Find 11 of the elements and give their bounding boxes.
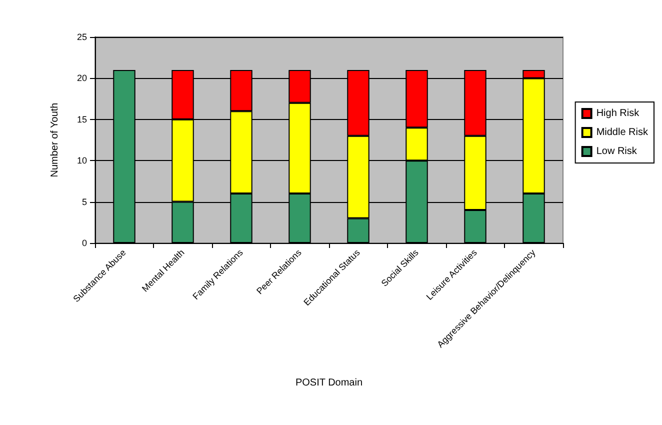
y-tick-label: 15 xyxy=(76,114,87,124)
y-axis-title: Number of Youth xyxy=(50,102,60,178)
y-tick-label: 5 xyxy=(82,196,87,207)
legend-label: High Risk xyxy=(596,108,640,119)
x-axis-title: POSIT Domain xyxy=(295,378,363,388)
legend-label: Middle Risk xyxy=(596,127,649,138)
y-tick-label: 0 xyxy=(82,238,87,248)
y-tick-label: 25 xyxy=(76,32,87,42)
y-tick-label: 10 xyxy=(76,156,87,166)
legend-label: Low Risk xyxy=(596,146,638,157)
y-tick-label: 20 xyxy=(76,73,87,84)
